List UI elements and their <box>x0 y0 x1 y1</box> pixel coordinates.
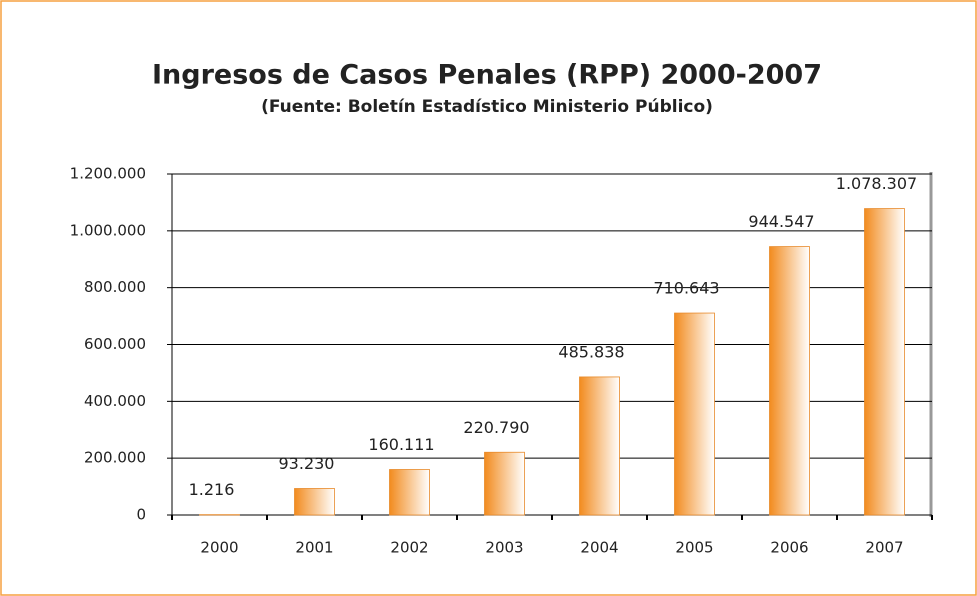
data-label: 944.547 <box>748 212 814 231</box>
x-tick-label: 2001 <box>295 539 333 557</box>
x-tick-label: 2006 <box>770 539 808 557</box>
y-tick-label: 800.000 <box>84 278 146 296</box>
x-tick-label: 2003 <box>485 539 523 557</box>
data-label: 160.111 <box>368 435 434 454</box>
y-tick-label: 400.000 <box>84 392 146 410</box>
data-label: 485.838 <box>558 342 624 361</box>
y-tick-label: 200.000 <box>84 449 146 467</box>
data-label: 1.216 <box>189 480 235 499</box>
x-tick-label: 2004 <box>580 539 618 557</box>
bar <box>864 208 905 516</box>
bar <box>389 469 430 516</box>
chart-title: Ingresos de Casos Penales (RPP) 2000-200… <box>152 60 822 91</box>
bar <box>484 451 525 516</box>
x-tick-label: 2002 <box>390 539 428 557</box>
chart-subtitle: (Fuente: Boletín Estadístico Ministerio … <box>261 97 713 117</box>
y-tick-label: 1.200.000 <box>70 165 146 183</box>
data-label: 220.790 <box>463 418 529 437</box>
bar <box>769 246 810 516</box>
y-tick-label: 600.000 <box>84 335 146 353</box>
x-tick-label: 2000 <box>200 539 238 557</box>
x-tick-label: 2005 <box>675 539 713 557</box>
bar <box>294 488 335 516</box>
data-label: 93.230 <box>279 454 335 473</box>
y-tick-label: 1.000.000 <box>70 221 146 239</box>
data-label: 710.643 <box>653 279 719 298</box>
data-label: 1.078.307 <box>836 174 917 193</box>
y-tick-label: 0 <box>136 506 146 524</box>
bar <box>579 376 620 516</box>
x-tick-label: 2007 <box>865 539 903 557</box>
bar <box>674 312 715 516</box>
